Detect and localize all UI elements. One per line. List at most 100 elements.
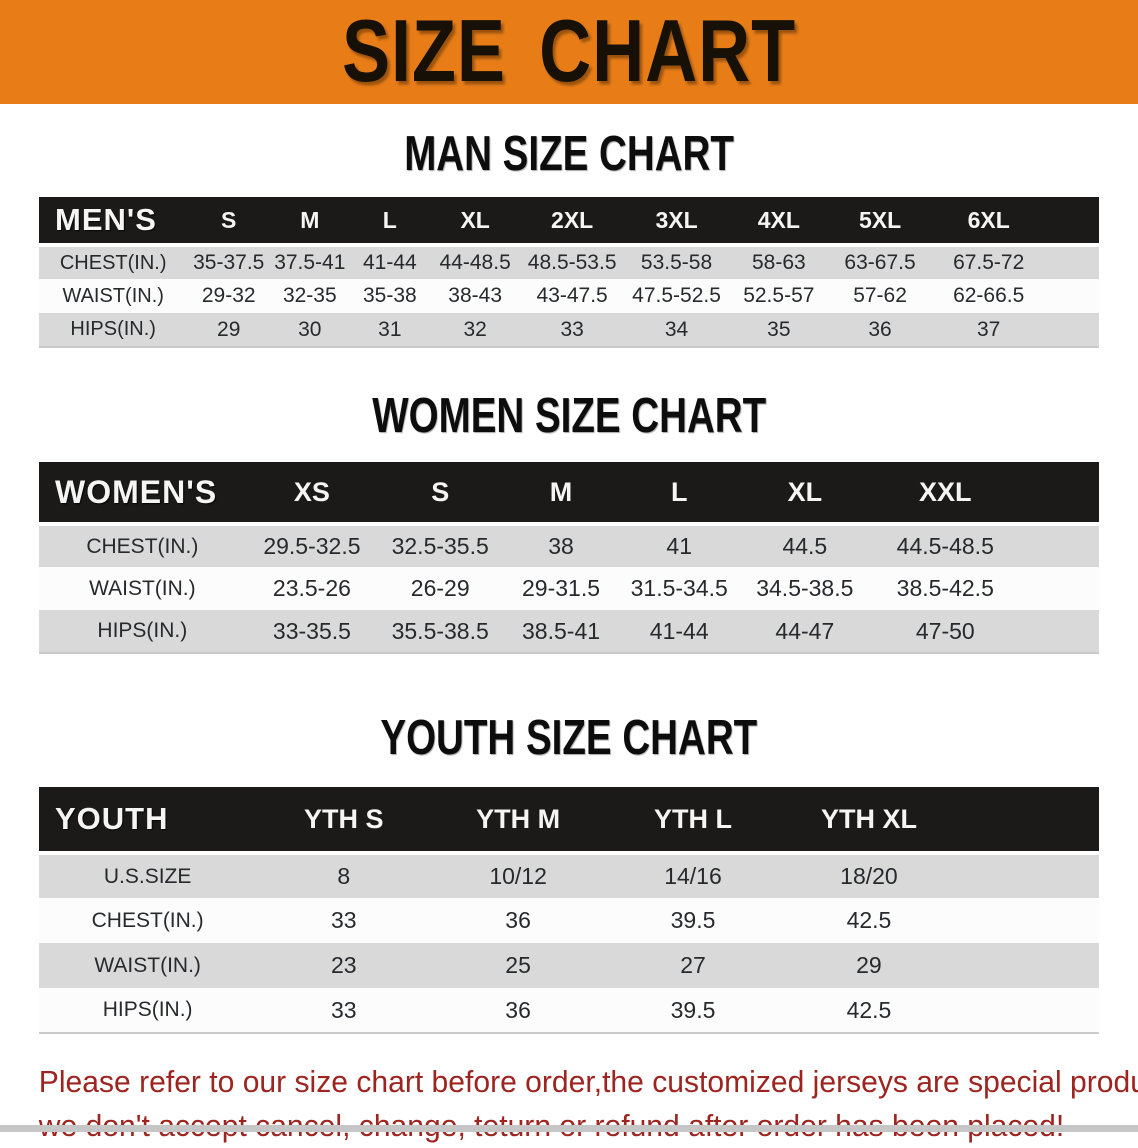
row-label: HIPS(IN.) bbox=[39, 988, 257, 1033]
size-value: 14/16 bbox=[605, 853, 781, 898]
column-header: YTH L bbox=[605, 787, 781, 855]
row-label: HIPS(IN.) bbox=[39, 313, 188, 347]
size-value: 44.5 bbox=[738, 524, 872, 567]
size-value: 38 bbox=[502, 524, 620, 567]
men-size-section: MAN SIZE CHART MEN'S S M L XL 2XL 3XL 4XL 5XL 6XL… bbox=[0, 124, 1138, 348]
size-value: 34.5-38.5 bbox=[738, 567, 872, 610]
size-value: 53.5-58 bbox=[624, 245, 730, 279]
order-disclaimer: Please refer to our size chart before or… bbox=[0, 1060, 1138, 1148]
size-value: 62-66.5 bbox=[931, 279, 1046, 313]
size-value: 32 bbox=[430, 313, 521, 347]
table-row: CHEST(IN.) 33 36 39.5 42.5 bbox=[39, 898, 1099, 943]
size-value: 58-63 bbox=[729, 245, 829, 279]
column-header: YTH XL bbox=[780, 787, 957, 855]
size-value: 33 bbox=[256, 988, 432, 1033]
size-value: 39.5 bbox=[605, 988, 781, 1033]
row-filler bbox=[1019, 524, 1099, 567]
column-header: L bbox=[619, 462, 739, 526]
column-header: 4XL bbox=[729, 197, 829, 247]
size-value: 35-38 bbox=[349, 279, 431, 313]
row-filler bbox=[1045, 245, 1099, 279]
bottom-edge-strip bbox=[0, 1125, 1138, 1132]
table-row: WAIST(IN.) 29-32 32-35 35-38 38-43 43-47.5 47.… bbox=[39, 279, 1099, 313]
column-header: 6XL bbox=[931, 197, 1046, 247]
row-label: U.S.SIZE bbox=[39, 853, 257, 898]
column-header: XS bbox=[245, 462, 379, 526]
size-value: 38.5-42.5 bbox=[871, 567, 1020, 610]
table-row: HIPS(IN.) 33 36 39.5 42.5 bbox=[39, 988, 1099, 1033]
size-value: 30 bbox=[270, 313, 350, 347]
size-value: 18/20 bbox=[780, 853, 957, 898]
column-header: M bbox=[502, 462, 620, 526]
women-size-section: WOMEN SIZE CHART WOMEN'S XS S M L XL XXL CHEST(… bbox=[0, 386, 1138, 654]
size-value: 33-35.5 bbox=[245, 610, 379, 653]
youth-size-table: YOUTH YTH S YTH M YTH L YTH XL U.S.SIZE 8 10/12… bbox=[39, 787, 1099, 1034]
column-header: S bbox=[187, 197, 271, 247]
size-value: 39.5 bbox=[605, 898, 781, 943]
size-value: 37.5-41 bbox=[270, 245, 350, 279]
column-header: 5XL bbox=[828, 197, 932, 247]
size-value: 44-47 bbox=[738, 610, 872, 653]
row-label: HIPS(IN.) bbox=[39, 610, 246, 653]
table-group-label: YOUTH bbox=[39, 787, 257, 855]
column-header: XL bbox=[430, 197, 521, 247]
size-value: 36 bbox=[431, 898, 606, 943]
size-value: 47.5-52.5 bbox=[624, 279, 730, 313]
table-row: CHEST(IN.) 35-37.5 37.5-41 41-44 44-48.5 48.5… bbox=[39, 245, 1099, 279]
size-value: 48.5-53.5 bbox=[520, 245, 625, 279]
row-filler bbox=[1019, 567, 1099, 610]
size-value: 35.5-38.5 bbox=[378, 610, 503, 653]
table-row: WAIST(IN.) 23 25 27 29 bbox=[39, 943, 1099, 988]
size-value: 44-48.5 bbox=[430, 245, 521, 279]
size-value: 38.5-41 bbox=[502, 610, 620, 653]
size-value: 37 bbox=[931, 313, 1046, 347]
size-value: 38-43 bbox=[430, 279, 521, 313]
column-header: 3XL bbox=[624, 197, 730, 247]
row-filler bbox=[1045, 279, 1099, 313]
size-value: 32-35 bbox=[270, 279, 350, 313]
size-value: 57-62 bbox=[828, 279, 932, 313]
size-value: 52.5-57 bbox=[729, 279, 829, 313]
size-value: 26-29 bbox=[378, 567, 503, 610]
women-size-table: WOMEN'S XS S M L XL XXL CHEST(IN.) 29.5-32.5 32.5… bbox=[39, 462, 1099, 654]
women-section-title: WOMEN SIZE CHART bbox=[372, 386, 766, 443]
table-group-label: MEN'S bbox=[39, 197, 188, 247]
men-section-title: MAN SIZE CHART bbox=[404, 124, 734, 181]
row-filler bbox=[956, 853, 1099, 898]
size-value: 27 bbox=[605, 943, 781, 988]
size-value: 29-31.5 bbox=[502, 567, 620, 610]
size-value: 67.5-72 bbox=[931, 245, 1046, 279]
size-value: 33 bbox=[256, 898, 432, 943]
size-value: 63-67.5 bbox=[828, 245, 932, 279]
row-label: CHEST(IN.) bbox=[39, 524, 246, 567]
youth-section-title: YOUTH SIZE CHART bbox=[380, 708, 758, 765]
size-value: 42.5 bbox=[780, 898, 957, 943]
table-row: HIPS(IN.) 29 30 31 32 33 34 35 36 37 bbox=[39, 313, 1099, 347]
column-header: M bbox=[270, 197, 350, 247]
size-value: 35-37.5 bbox=[187, 245, 271, 279]
size-value: 41-44 bbox=[619, 610, 739, 653]
column-header: L bbox=[349, 197, 431, 247]
table-row: WAIST(IN.) 23.5-26 26-29 29-31.5 31.5-34.5 34… bbox=[39, 567, 1099, 610]
table-header-row: WOMEN'S XS S M L XL XXL bbox=[39, 462, 1099, 526]
youth-size-section: YOUTH SIZE CHART YOUTH YTH S YTH M YTH L YTH… bbox=[0, 708, 1138, 1034]
size-value: 29.5-32.5 bbox=[245, 524, 379, 567]
table-header-row: MEN'S S M L XL 2XL 3XL 4XL 5XL 6XL bbox=[39, 197, 1099, 247]
column-header: XXL bbox=[871, 462, 1020, 526]
men-size-table-slot: MEN'S S M L XL 2XL 3XL 4XL 5XL 6XL CHEST(IN.) 35-37… bbox=[39, 197, 1099, 348]
header-filler bbox=[1019, 462, 1099, 526]
row-label: WAIST(IN.) bbox=[39, 943, 257, 988]
size-chart-banner: SIZE CHART bbox=[0, 0, 1138, 104]
size-value: 25 bbox=[431, 943, 606, 988]
row-filler bbox=[956, 988, 1099, 1033]
row-label: CHEST(IN.) bbox=[39, 245, 188, 279]
row-label: WAIST(IN.) bbox=[39, 567, 246, 610]
size-value: 36 bbox=[431, 988, 606, 1033]
header-filler bbox=[956, 787, 1099, 855]
table-row: U.S.SIZE 8 10/12 14/16 18/20 bbox=[39, 853, 1099, 898]
size-value: 33 bbox=[520, 313, 625, 347]
size-value: 44.5-48.5 bbox=[871, 524, 1020, 567]
size-value: 10/12 bbox=[431, 853, 606, 898]
row-filler bbox=[1019, 610, 1099, 653]
size-value: 31.5-34.5 bbox=[619, 567, 739, 610]
